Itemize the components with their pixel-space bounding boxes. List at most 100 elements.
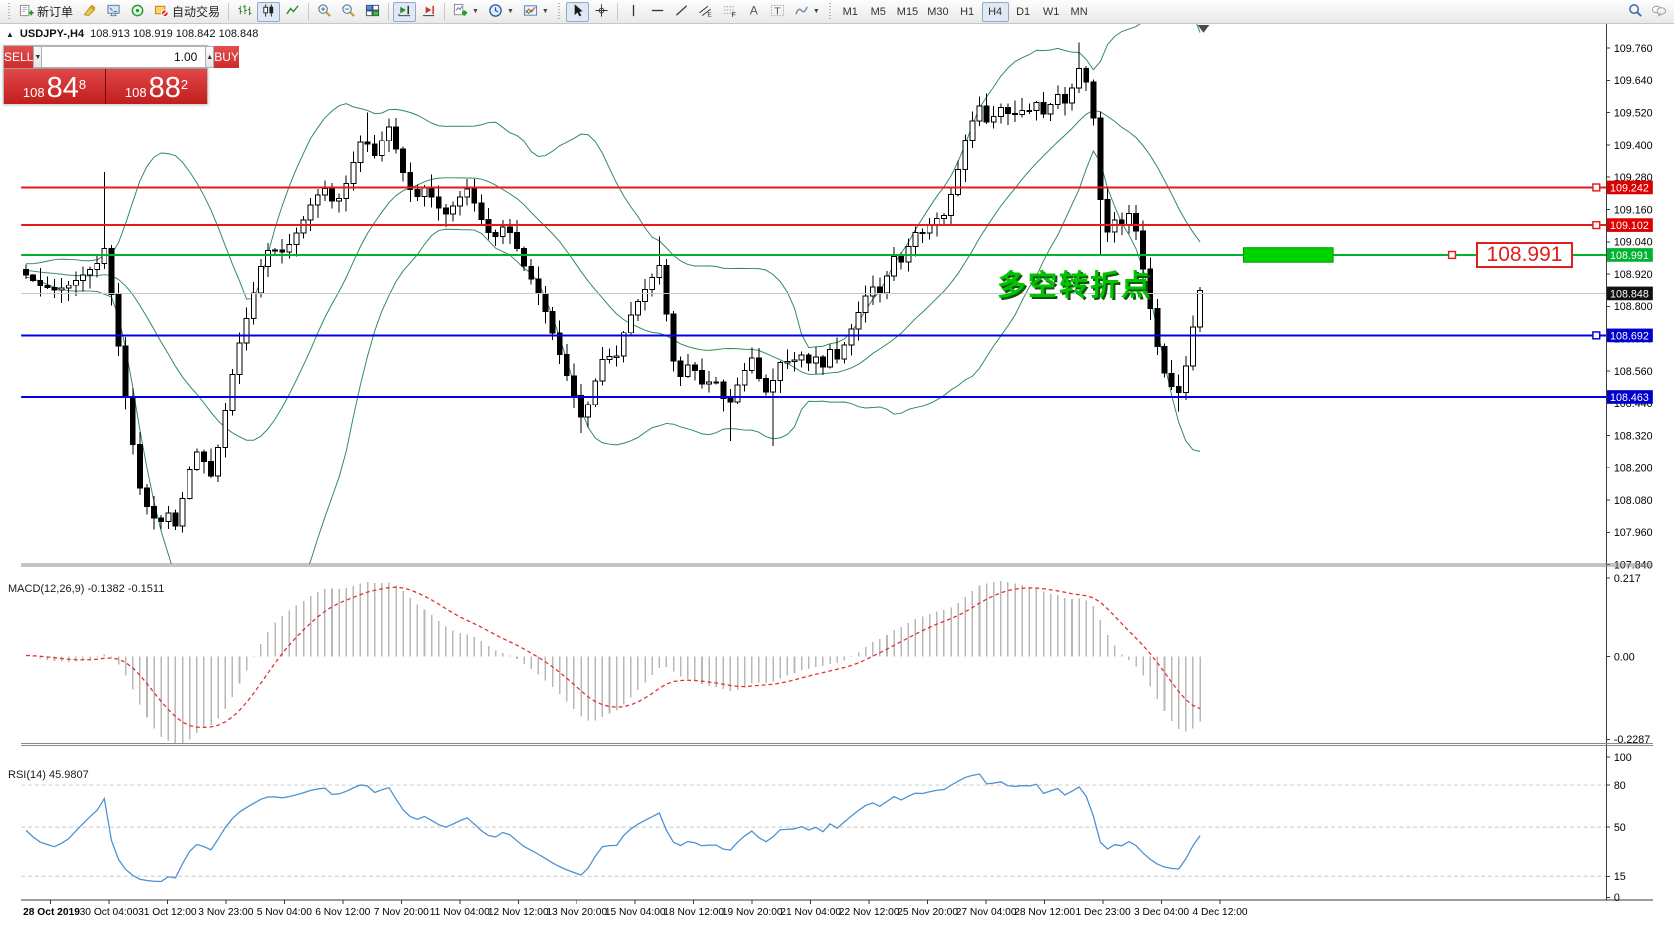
shapes-tool-button[interactable]: ▼ xyxy=(790,2,824,22)
sell-button[interactable]: SELL xyxy=(4,46,34,68)
volume-decrease-button[interactable]: ▼ xyxy=(33,46,43,68)
time-tick-label: 5 Nov 04:00 xyxy=(257,907,312,918)
crosshair-tool-button[interactable] xyxy=(590,2,613,22)
cursor-tool-button[interactable] xyxy=(565,1,589,22)
timeframe-w1-button[interactable]: W1 xyxy=(1038,2,1065,22)
time-tick-label: 27 Nov 04:00 xyxy=(956,907,1017,918)
pivot-line-anchor[interactable] xyxy=(1447,250,1457,260)
chat-button[interactable] xyxy=(1647,2,1671,22)
collapse-quote-panel-icon[interactable]: ▲ xyxy=(6,29,14,39)
horizontal-line-tool-button[interactable] xyxy=(646,2,669,22)
main-price-pane xyxy=(21,24,1607,564)
resistance-line-2-anchor[interactable] xyxy=(1592,220,1601,230)
time-tick-label: 12 Nov 12:00 xyxy=(488,907,549,918)
rsi-pane xyxy=(21,773,1607,883)
bid-line-badge xyxy=(1607,286,1653,301)
time-tick-label: 21 Nov 04:00 xyxy=(780,907,841,918)
toolbar-grip[interactable] xyxy=(827,2,833,21)
periods-button[interactable]: ▼ xyxy=(484,2,518,22)
sell-price-button[interactable]: 108 84 8 xyxy=(4,69,105,104)
time-tick-label: 1 Dec 23:00 xyxy=(1076,907,1131,918)
toolbar: 新订单 自动交易 xyxy=(0,0,1674,24)
price-tick-label: 108.320 xyxy=(1614,430,1653,442)
sell-price-sup: 8 xyxy=(78,77,87,92)
text-label-tool-button[interactable]: T xyxy=(766,2,789,22)
rsi-indicator-label: RSI(14) 45.9807 xyxy=(8,769,89,781)
indicators-button[interactable]: ▼ xyxy=(449,2,483,22)
new-order-button[interactable]: 新订单 xyxy=(15,2,77,22)
volume-input[interactable] xyxy=(42,46,206,68)
templates-button[interactable]: ▼ xyxy=(519,2,553,22)
timeframe-m15-button[interactable]: M15 xyxy=(893,2,922,22)
time-tick-label: 11 Nov 04:00 xyxy=(430,907,490,918)
chat-icon xyxy=(1651,3,1667,21)
bar-chart-mode-button[interactable] xyxy=(233,2,256,22)
price-tick-label: 107.960 xyxy=(1614,527,1653,539)
price-tick-label: 109.760 xyxy=(1614,43,1653,55)
fibonacci-tool-button[interactable]: F xyxy=(718,2,741,22)
equidistant-channel-tool-button[interactable]: E xyxy=(694,2,717,22)
price-tick-label: 108.920 xyxy=(1614,269,1653,281)
timeframe-h4-button[interactable]: H4 xyxy=(981,1,1009,22)
toolbar-separator xyxy=(308,2,310,21)
buy-button[interactable]: BUY xyxy=(214,46,239,68)
vertical-line-tool-button[interactable] xyxy=(622,2,645,22)
chart-title-row: ▲ USDJPY-,H4 108.913 108.919 108.842 108… xyxy=(6,28,258,40)
resistance-line-1-badge xyxy=(1607,180,1653,195)
timeframe-m1-button[interactable]: M1 xyxy=(837,2,864,22)
timeframe-mn-button[interactable]: MN xyxy=(1066,2,1093,22)
zoom-out-button[interactable] xyxy=(337,2,360,22)
styler-button[interactable] xyxy=(78,2,101,22)
toolbar-grip[interactable] xyxy=(556,2,562,21)
time-tick-label: 31 Oct 12:00 xyxy=(138,907,197,918)
search-button[interactable] xyxy=(1624,2,1647,22)
candlestick-icon xyxy=(261,3,276,21)
price-tick-label: 108.080 xyxy=(1614,495,1653,507)
trendline-tool-button[interactable] xyxy=(670,2,693,22)
shapes-icon xyxy=(794,3,809,21)
channel-icon: E xyxy=(698,3,713,21)
signal-icon xyxy=(130,3,145,21)
chart-shift-button[interactable] xyxy=(393,1,417,22)
rsi-axis-label: 100 xyxy=(1614,752,1632,764)
timeframe-d1-button[interactable]: D1 xyxy=(1010,2,1037,22)
supply-zone-rect[interactable] xyxy=(1242,247,1334,263)
time-tick-label: 3 Dec 04:00 xyxy=(1134,907,1189,918)
line-chart-mode-button[interactable] xyxy=(281,2,304,22)
time-tick-label: 19 Nov 20:00 xyxy=(722,907,783,918)
candlestick-mode-button[interactable] xyxy=(257,1,281,22)
auto-scroll-icon xyxy=(421,3,436,21)
chart-shift-marker[interactable] xyxy=(1197,24,1210,33)
autotrading-button[interactable]: 自动交易 xyxy=(150,2,224,22)
time-tick-label: 15 Nov 04:00 xyxy=(605,907,666,918)
mql5-community-button[interactable] xyxy=(126,2,149,22)
toolbar-grip[interactable] xyxy=(6,2,11,21)
chart-canvas[interactable]: 109.760109.640109.520109.400109.280109.1… xyxy=(0,24,1674,949)
auto-scroll-button[interactable] xyxy=(417,2,440,22)
buy-price-button[interactable]: 108 88 2 xyxy=(106,69,207,104)
time-tick-label: 4 Dec 12:00 xyxy=(1193,907,1248,918)
vertical-line-icon xyxy=(626,3,641,21)
time-tick-label: 28 Oct 2019 xyxy=(23,907,80,918)
time-axis[interactable]: 28 Oct 2019 30 Oct 04:00 31 Oct 12:00 3 Nov… xyxy=(23,900,1248,918)
zoom-in-button[interactable] xyxy=(313,2,336,22)
timeframe-m5-button[interactable]: M5 xyxy=(865,2,892,22)
tile-windows-button[interactable] xyxy=(361,2,384,22)
market-watch-button[interactable] xyxy=(102,2,125,22)
rsi-axis-label: 15 xyxy=(1614,871,1626,883)
text-tool-button[interactable]: A xyxy=(742,2,765,22)
rsi-line xyxy=(25,773,1201,883)
timeframe-m30-button[interactable]: M30 xyxy=(923,2,952,22)
toolbar-separator xyxy=(444,2,446,21)
price-axis[interactable]: 109.760109.640109.520109.400109.280109.1… xyxy=(21,24,1653,904)
dropdown-caret-icon: ▼ xyxy=(541,8,549,15)
chart-ohlc-values: 108.913 108.919 108.842 108.848 xyxy=(90,28,259,40)
support-line-1-anchor[interactable] xyxy=(1592,331,1601,340)
time-tick-label: 30 Oct 04:00 xyxy=(80,907,139,918)
pivot-price-label[interactable]: 108.991 xyxy=(1476,242,1573,268)
timeframe-h1-button[interactable]: H1 xyxy=(954,2,981,22)
chart-annotation-text[interactable]: 多空转折点 xyxy=(997,270,1153,302)
volume-increase-button[interactable]: ▲ xyxy=(205,46,215,68)
resistance-line-1-anchor[interactable] xyxy=(1592,183,1601,192)
price-tick-label: 108.560 xyxy=(1614,366,1653,378)
